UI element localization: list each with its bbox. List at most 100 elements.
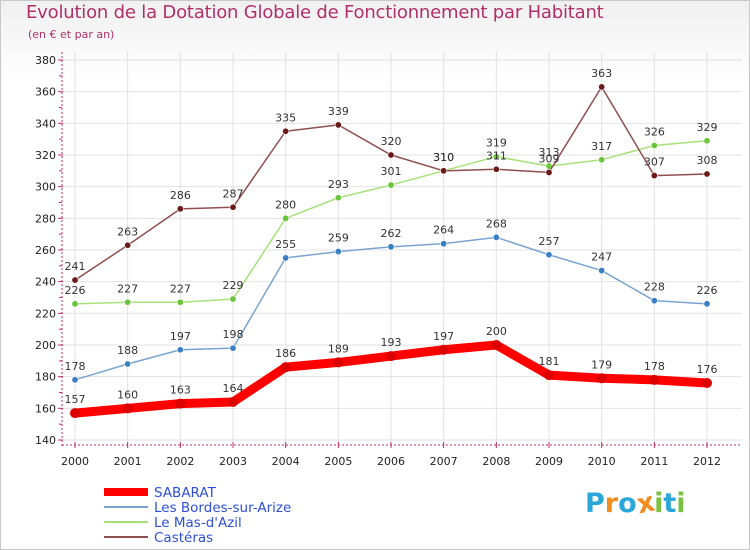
data-label: 301 [381,165,402,178]
data-label: 226 [697,284,718,297]
data-point [596,373,607,384]
data-label: 163 [170,384,191,397]
data-point [440,167,448,175]
data-point [71,276,79,284]
data-point [544,370,554,381]
data-point [649,374,660,385]
data-label: 176 [697,363,718,376]
x-tick-label: 2004 [272,455,300,468]
data-point [438,344,449,355]
data-label: 264 [433,224,454,237]
x-tick-label: 2005 [324,455,352,468]
data-point [334,121,342,129]
data-point [280,362,291,373]
data-label: 339 [328,105,349,118]
data-label: 227 [117,282,138,295]
data-label: 160 [117,388,138,401]
y-tick-label: 300 [35,181,56,194]
x-tick-label: 2000 [61,455,89,468]
x-tick-label: 2012 [693,455,721,468]
chart-title: Evolution de la Dotation Globale de Fonc… [26,2,604,23]
y-tick-label: 340 [35,117,56,130]
data-label: 193 [381,336,402,349]
x-tick-label: 2001 [114,455,142,468]
logo-letter: o [618,488,637,519]
data-point [282,254,290,262]
data-label: 228 [644,281,665,294]
data-label: 255 [275,238,296,251]
x-tick-label: 2009 [535,455,563,468]
data-point [228,397,238,407]
x-tick-label: 2003 [219,455,247,468]
data-point [176,346,184,354]
data-point [70,408,80,419]
data-label: 363 [591,67,612,80]
data-label: 241 [65,260,86,273]
data-point [387,243,395,251]
y-tick-label: 200 [35,339,56,352]
axes: 140 160 180 200 220 240 260 280 300 320 340 360 380 2… [35,52,742,468]
data-label: 188 [117,344,138,357]
x-tick-label: 2010 [588,455,616,468]
data-label: 335 [275,111,296,124]
data-label: 262 [381,227,402,240]
data-label: 310 [433,151,454,164]
data-point [176,205,184,213]
data-point [545,168,553,176]
data-point [334,194,342,202]
data-label: 310 [433,151,454,164]
data-label: 329 [697,121,718,134]
data-point [491,340,502,350]
data-label: 287 [223,187,244,200]
data-point [333,357,344,368]
y-tick-label: 360 [35,86,56,99]
data-label: 186 [275,347,296,360]
data-point [387,151,395,159]
data-label: 226 [65,284,86,297]
data-label: 197 [170,330,191,343]
legend-label: Castéras [154,530,213,546]
data-point [229,295,237,303]
legend-label: Le Mas-d'Azil [154,515,242,531]
data-label: 189 [328,342,349,355]
data-label: 181 [539,355,560,368]
proxiti-logo: Proxiti [585,487,686,521]
data-point [71,376,79,384]
grid [62,52,742,448]
y-tick-label: 160 [35,402,56,415]
chart-subtitle: (en € et par an) [28,28,115,41]
data-label: 286 [170,189,191,202]
data-point [545,251,553,259]
logo-letter: t [663,488,677,519]
data-point [492,153,500,161]
data-point [702,378,712,388]
y-tick-label: 240 [35,276,56,289]
data-point [440,240,448,248]
x-tick-label: 2006 [377,455,405,468]
data-label: 178 [644,360,665,373]
y-tick-label: 140 [35,434,56,447]
x-tick-label: 2002 [166,455,194,468]
logo-letter: i [654,488,664,519]
data-label: 326 [644,126,665,139]
data-label: 319 [486,137,507,150]
data-label: 157 [65,393,86,406]
data-point [703,137,711,145]
data-point [122,403,133,414]
data-label: 200 [486,325,507,338]
data-point [176,298,184,306]
data-label: 307 [644,156,665,169]
data-point [229,344,237,352]
data-label: 309 [539,152,560,165]
y-tick-label: 180 [35,371,56,384]
data-label: 227 [170,282,191,295]
data-point [650,172,658,180]
x-tick-label: 2008 [482,455,510,468]
y-tick-label: 380 [35,54,56,67]
data-label: 179 [591,358,612,371]
data-label: 247 [591,251,612,264]
y-tick-label: 220 [35,307,56,320]
data-label: 263 [117,225,138,238]
logo-letter: P [585,488,605,519]
